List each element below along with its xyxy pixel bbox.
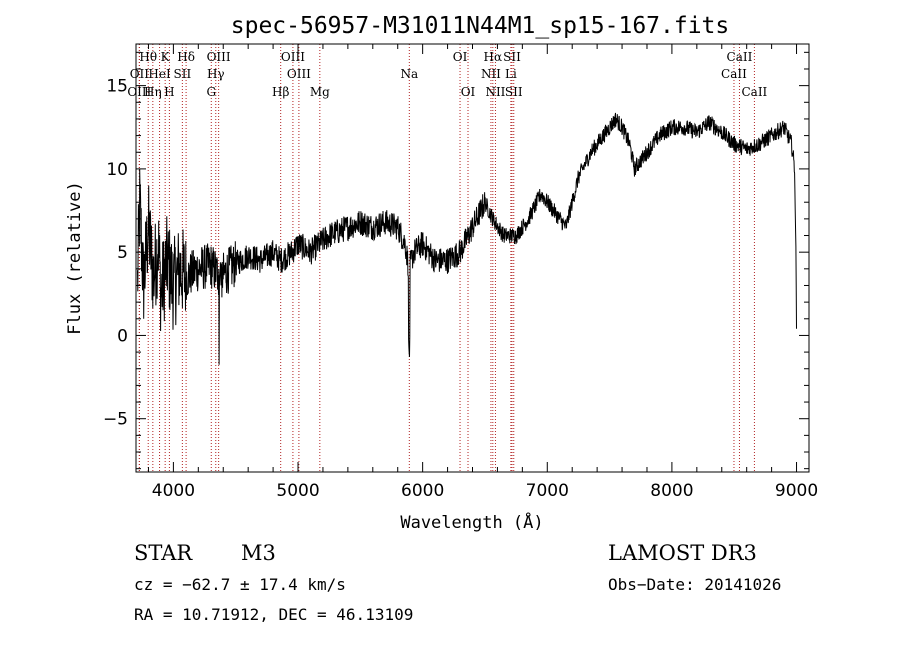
spectral-line-label: OI [453, 50, 468, 64]
spectral-line-label: CaII [721, 67, 747, 81]
spectral-line-label: SII [505, 85, 523, 99]
spectral-line-label: K [161, 50, 171, 64]
spectral-line-label: Hθ [139, 50, 157, 64]
spectral-line-label: OII [130, 67, 150, 81]
spectral-line-label: HeI [148, 67, 171, 81]
spectral-line-label: CaII [727, 50, 753, 64]
y-axis-ticks: −5 0 5 10 15 [103, 51, 809, 470]
spectral-line-label: NII [485, 85, 505, 99]
object-subclass: M3 [241, 541, 276, 565]
y-tick-label: 5 [117, 243, 128, 263]
spectral-line-label: OI [461, 85, 476, 99]
x-tick-label: 5000 [276, 481, 319, 501]
spectrum-trace [137, 112, 797, 365]
spectral-line-label: Hγ [207, 67, 225, 81]
spectral-line-label: Li [505, 67, 517, 81]
x-tick-label: 8000 [650, 481, 693, 501]
spectral-line-label: OIII [127, 85, 151, 99]
spectral-line-label: OIII [287, 67, 311, 81]
redshift-readout: cz = −62.7 ± 17.4 km/s [134, 575, 346, 594]
object-class: STAR [134, 541, 193, 565]
spectral-line-label: G [206, 85, 216, 99]
spectral-line-label: SII [503, 50, 521, 64]
y-tick-label: 15 [106, 77, 128, 97]
survey-name: LAMOST DR3 [608, 541, 757, 565]
spectral-line-label: CaII [741, 85, 767, 99]
spectral-line-label: OIII [207, 50, 231, 64]
spectral-line-label: Hβ [272, 85, 289, 99]
spectral-line-label: Hα [484, 50, 503, 64]
x-axis-ticks: 4000 5000 6000 7000 8000 9000 [147, 44, 818, 501]
chart-title: spec-56957-M31011N44M1_sp15-167.fits [231, 13, 730, 39]
obs-date: Obs−Date: 20141026 [608, 575, 781, 594]
x-tick-label: 6000 [401, 481, 444, 501]
spectral-line-label: SII [174, 67, 192, 81]
y-tick-label: 0 [117, 326, 128, 346]
spectral-line-label: Hδ [177, 50, 195, 64]
spectral-line-label: H [164, 85, 174, 99]
spectral-line-label: NII [481, 67, 501, 81]
spectral-line-label: OIII [281, 50, 305, 64]
spectrum-trace-group [137, 112, 797, 365]
spectral-line-label: Hη [144, 85, 162, 99]
x-tick-label: 9000 [775, 481, 818, 501]
spectral-line-label: Mg [310, 85, 330, 99]
x-axis-label: Wavelength (Å) [400, 511, 543, 533]
spectral-line-label: Na [400, 67, 418, 81]
x-tick-label: 7000 [526, 481, 569, 501]
y-tick-label: 10 [106, 160, 128, 180]
x-tick-label: 4000 [152, 481, 195, 501]
coordinates: RA = 10.71912, DEC = 46.13109 [134, 605, 413, 624]
y-tick-label: −5 [103, 410, 128, 430]
y-axis-label: Flux (relative) [65, 181, 85, 335]
